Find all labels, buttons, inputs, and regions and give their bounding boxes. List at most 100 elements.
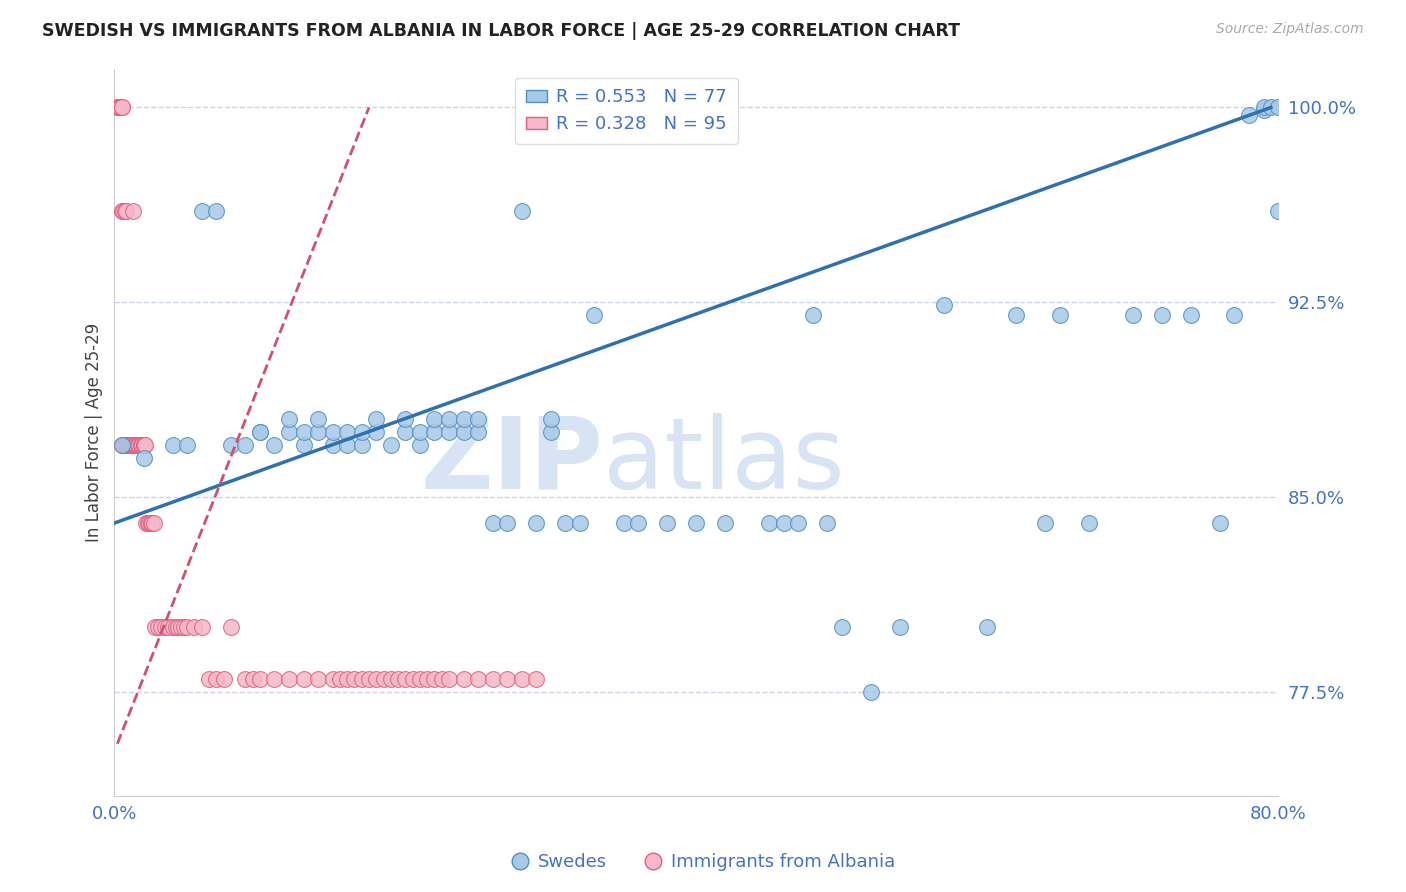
Point [176, 438, 198, 452]
Point [1180, 308, 1202, 322]
Point [136, 516, 159, 530]
Point [568, 516, 591, 530]
Point [394, 412, 416, 426]
Legend: R = 0.553   N = 77, R = 0.328   N = 95: R = 0.553 N = 77, R = 0.328 N = 95 [515, 78, 738, 145]
Point [409, 425, 432, 439]
Text: Source: ZipAtlas.com: Source: ZipAtlas.com [1216, 22, 1364, 37]
Point [423, 672, 446, 686]
Point [1237, 108, 1260, 122]
Point [134, 438, 156, 452]
Point [540, 412, 562, 426]
Point [117, 438, 139, 452]
Point [122, 204, 145, 219]
Point [357, 672, 380, 686]
Point [205, 204, 228, 219]
Point [1078, 516, 1101, 530]
Point [111, 438, 134, 452]
Point [772, 516, 794, 530]
Point [128, 438, 150, 452]
Point [1035, 516, 1057, 530]
Point [380, 438, 402, 452]
Point [336, 438, 359, 452]
Point [1122, 308, 1144, 322]
Point [120, 438, 142, 452]
Point [322, 438, 344, 452]
Point [155, 620, 177, 634]
Point [976, 620, 998, 634]
Point [787, 516, 810, 530]
Point [481, 516, 503, 530]
Text: ZIP: ZIP [420, 413, 603, 509]
Point [278, 412, 301, 426]
Point [127, 438, 149, 452]
Point [336, 672, 359, 686]
Point [387, 672, 409, 686]
Point [554, 516, 576, 530]
Point [190, 204, 212, 219]
Point [132, 451, 155, 466]
Point [111, 204, 134, 219]
Point [467, 412, 489, 426]
Point [167, 620, 190, 634]
Point [124, 438, 146, 452]
Point [292, 438, 315, 452]
Point [1150, 308, 1173, 322]
Point [233, 438, 256, 452]
Point [112, 204, 135, 219]
Point [467, 425, 489, 439]
Point [278, 425, 301, 439]
Point [249, 672, 271, 686]
Point [350, 438, 373, 452]
Point [131, 438, 153, 452]
Y-axis label: In Labor Force | Age 25-29: In Labor Force | Age 25-29 [86, 323, 103, 541]
Point [118, 438, 141, 452]
Point [114, 204, 136, 219]
Point [111, 100, 134, 114]
Point [165, 620, 187, 634]
Point [132, 438, 155, 452]
Point [453, 672, 475, 686]
Point [111, 438, 134, 452]
Point [540, 425, 562, 439]
Point [1049, 308, 1071, 322]
Point [423, 412, 446, 426]
Point [322, 672, 344, 686]
Point [1005, 308, 1028, 322]
Point [157, 620, 180, 634]
Point [110, 100, 132, 114]
Point [430, 672, 453, 686]
Point [263, 438, 285, 452]
Point [1260, 100, 1282, 114]
Point [233, 672, 256, 686]
Point [1223, 308, 1246, 322]
Point [524, 516, 547, 530]
Point [125, 438, 148, 452]
Point [219, 438, 242, 452]
Point [453, 412, 475, 426]
Point [183, 620, 205, 634]
Point [1267, 204, 1289, 219]
Point [307, 672, 329, 686]
Point [107, 100, 129, 114]
Point [149, 620, 172, 634]
Point [394, 425, 416, 439]
Point [627, 516, 650, 530]
Point [278, 672, 301, 686]
Text: SWEDISH VS IMMIGRANTS FROM ALBANIA IN LABOR FORCE | AGE 25-29 CORRELATION CHART: SWEDISH VS IMMIGRANTS FROM ALBANIA IN LA… [42, 22, 960, 40]
Point [107, 100, 129, 114]
Point [122, 438, 145, 452]
Point [249, 425, 271, 439]
Point [481, 672, 503, 686]
Text: atlas: atlas [603, 413, 845, 509]
Point [118, 438, 141, 452]
Point [117, 438, 139, 452]
Point [366, 672, 388, 686]
Point [162, 438, 184, 452]
Point [127, 438, 149, 452]
Point [307, 412, 329, 426]
Point [401, 672, 423, 686]
Point [612, 516, 634, 530]
Point [322, 425, 344, 439]
Point [139, 516, 162, 530]
Point [170, 620, 193, 634]
